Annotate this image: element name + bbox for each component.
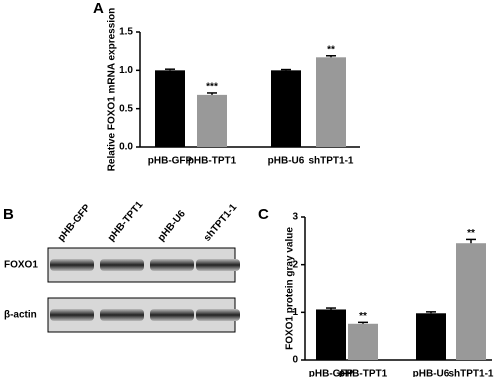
- x-tick-label: pHB-U6: [413, 369, 450, 377]
- blot-band: [196, 309, 240, 321]
- y-tick-label: 0.5: [119, 103, 133, 114]
- bar: [271, 70, 301, 147]
- y-axis-label: Relative FOXO1 mRNA expression: [107, 8, 118, 172]
- bar: [348, 323, 378, 360]
- significance-mark: **: [359, 311, 367, 322]
- blot-band: [150, 309, 194, 321]
- bar: [316, 57, 346, 147]
- bar: [197, 94, 227, 147]
- y-tick-label: 1.0: [119, 65, 133, 76]
- row-label: β-actin: [4, 310, 37, 321]
- lane-label: shTPT1-1: [202, 202, 240, 244]
- bar: [456, 243, 486, 360]
- blot-band: [50, 309, 94, 321]
- y-tick-label: 3: [292, 212, 298, 223]
- panel-label: B: [3, 206, 14, 223]
- y-tick-label: 1: [292, 307, 298, 318]
- x-tick-label: pHB-TPT1: [339, 369, 388, 377]
- bar: [416, 313, 446, 360]
- blot-band: [100, 309, 144, 321]
- bar: [155, 70, 185, 147]
- blot-band: [150, 259, 194, 271]
- panel-label: A: [93, 0, 104, 17]
- y-tick-label: 1.5: [119, 27, 133, 38]
- row-label: FOXO1: [4, 260, 38, 271]
- y-axis-label: FOXO1 protein gray value: [285, 227, 296, 350]
- panel-label: C: [258, 206, 269, 223]
- x-tick-label: shTPT1-1: [308, 156, 353, 167]
- x-tick-label: pHB-GFP: [309, 369, 354, 377]
- blot-band: [196, 259, 240, 271]
- significance-mark: ***: [206, 82, 218, 93]
- blot-band: [100, 259, 144, 271]
- lane-label: pHB-U6: [156, 208, 188, 243]
- x-tick-label: pHB-GFP: [148, 156, 193, 167]
- blot-band: [50, 259, 94, 271]
- lane-label: pHB-GFP: [56, 202, 93, 243]
- x-tick-label: shTPT1-1: [448, 369, 493, 377]
- y-tick-label: 0.0: [119, 142, 133, 153]
- significance-mark: **: [467, 228, 475, 239]
- lane-label: pHB-TPT1: [106, 199, 146, 243]
- y-tick-label: 0: [292, 355, 298, 366]
- bar: [316, 309, 346, 360]
- x-tick-label: pHB-TPT1: [188, 156, 237, 167]
- x-tick-label: pHB-U6: [268, 156, 305, 167]
- significance-mark: **: [327, 44, 335, 55]
- y-tick-label: 2: [292, 259, 298, 270]
